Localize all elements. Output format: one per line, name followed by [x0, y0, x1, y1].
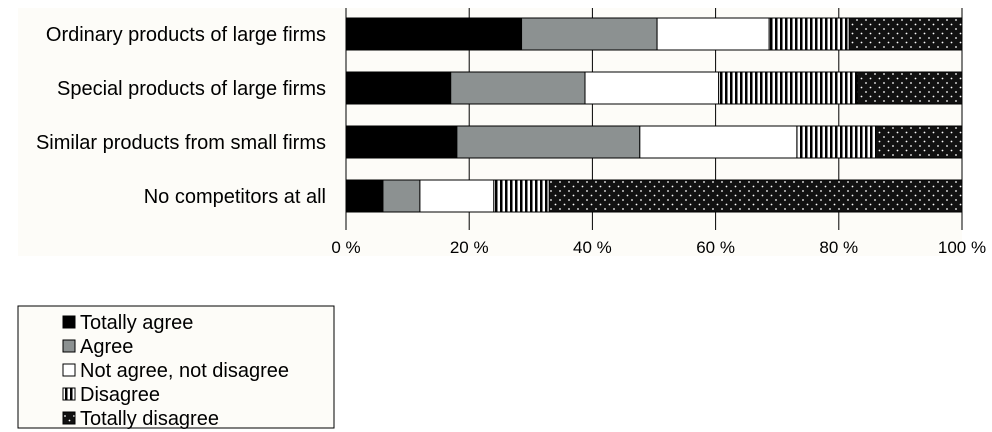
bar-segment: [848, 17, 963, 51]
bars: [345, 17, 963, 213]
legend-swatch: [62, 339, 76, 353]
bar-segment: [639, 125, 798, 159]
category-label: No competitors at all: [144, 186, 326, 208]
bar-segment: [718, 71, 858, 105]
bar-segment: [456, 125, 641, 159]
legend-label: Not agree, not disagree: [80, 360, 289, 382]
bar-segment: [768, 17, 850, 51]
bar-segment: [382, 179, 421, 213]
legend-swatch: [62, 387, 76, 401]
bar-segment: [656, 17, 770, 51]
legend-label: Totally agree: [80, 312, 193, 334]
legend-swatch: [62, 363, 76, 377]
x-tick-labels: 0 % 20 % 40 % 60 % 80 % 100 %: [331, 238, 986, 257]
legend-swatch: [62, 315, 76, 329]
x-tick-label: 0 %: [331, 238, 360, 257]
bar-segment: [548, 179, 963, 213]
bar-segment: [345, 179, 384, 213]
bar-segment: [345, 125, 458, 159]
x-tick-label: 20 %: [450, 238, 489, 257]
category-label: Special products of large firms: [57, 78, 326, 100]
bar-segment: [796, 125, 877, 159]
x-tick-label: 60 %: [696, 238, 735, 257]
legend-swatch: [62, 411, 76, 425]
bar-segment: [345, 17, 523, 51]
legend-label: Agree: [80, 336, 133, 358]
bar-segment: [856, 71, 963, 105]
x-tick-label: 40 %: [573, 238, 612, 257]
category-label: Ordinary products of large firms: [46, 24, 326, 46]
x-tick-label: 100 %: [938, 238, 986, 257]
bar-segment: [493, 179, 550, 213]
bar-segment: [419, 179, 495, 213]
plot-area: Ordinary products of large firms Special …: [18, 8, 986, 257]
legend-label: Disagree: [80, 384, 160, 406]
bar-segment: [584, 71, 720, 105]
category-label: Similar products from small firms: [36, 132, 326, 154]
bar-segment: [521, 17, 658, 51]
bar-segment: [450, 71, 586, 105]
legend-label: Totally disagree: [80, 408, 219, 430]
category-labels: Ordinary products of large firms Special …: [36, 24, 326, 208]
bar-segment: [875, 125, 963, 159]
bar-segment: [345, 71, 452, 105]
x-tick-label: 80 %: [819, 238, 858, 257]
